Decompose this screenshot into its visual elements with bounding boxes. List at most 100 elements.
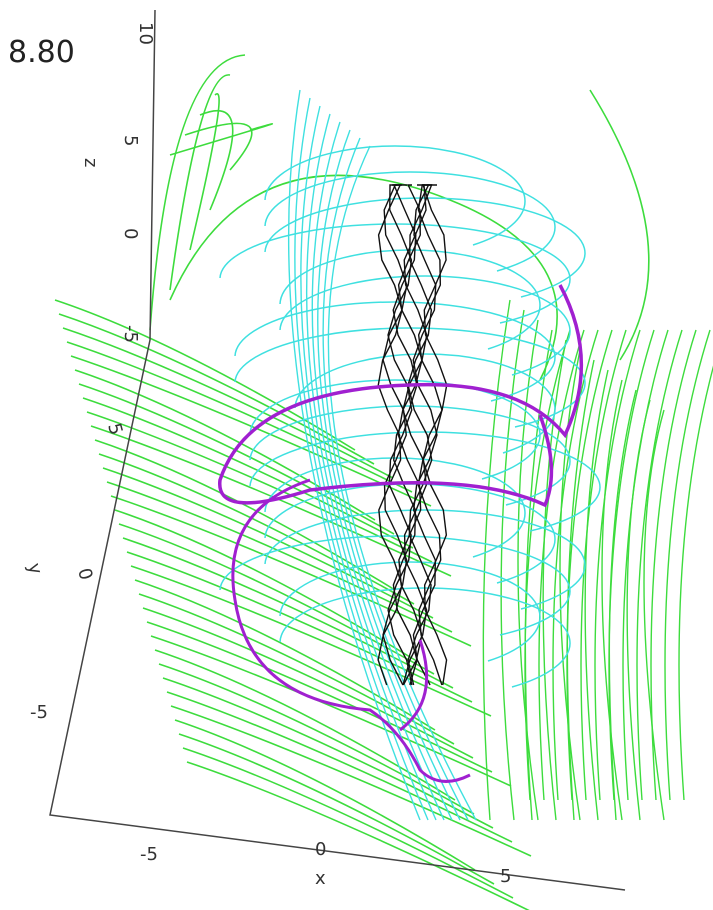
- field-line: [146, 621, 493, 773]
- field-line: [231, 478, 471, 783]
- field-line: [162, 677, 494, 829]
- field-line: [78, 383, 395, 535]
- field-line: [594, 329, 641, 801]
- field-line: [482, 299, 511, 821]
- field-line: [219, 535, 571, 636]
- field-line: [122, 537, 454, 689]
- field-line: [102, 467, 434, 619]
- field-line: [66, 341, 413, 493]
- core-line: [377, 184, 403, 686]
- field-line: [279, 561, 541, 662]
- field-line: [199, 109, 234, 211]
- axis-frame: [49, 9, 626, 891]
- x-tick-label: 0: [315, 839, 326, 860]
- field-line: [650, 329, 697, 801]
- field-line: [287, 89, 421, 821]
- field-line: [542, 339, 567, 821]
- field-lines: [54, 54, 713, 910]
- field-line: [82, 397, 414, 549]
- field-line: [98, 453, 415, 605]
- field-line: [158, 663, 475, 815]
- time-label: 8.80: [8, 35, 75, 70]
- field-line: [90, 425, 452, 577]
- field-line: [169, 174, 558, 381]
- field-line: [311, 121, 453, 821]
- field-line: [294, 97, 429, 821]
- field-line: [279, 275, 571, 376]
- field-line: [399, 639, 429, 732]
- field-line: [58, 313, 375, 465]
- field-line: [110, 495, 472, 647]
- core-line: [422, 184, 448, 686]
- field-line: [294, 353, 556, 454]
- field-line: [264, 509, 586, 610]
- z-tick-label: 10: [135, 22, 156, 45]
- core-line: [417, 184, 443, 686]
- field-line: [219, 223, 571, 324]
- field-line: [305, 113, 445, 821]
- field-line: [643, 409, 665, 821]
- field-line: [322, 137, 469, 821]
- field-line: [86, 411, 433, 563]
- field-line: [74, 369, 376, 521]
- field-line: [566, 359, 595, 821]
- field-line: [552, 329, 599, 801]
- field-line: [166, 691, 513, 843]
- field-line: [169, 123, 273, 156]
- z-tick-label: 0: [120, 228, 141, 239]
- field-line: [626, 399, 651, 821]
- x-tick-label: 5: [500, 866, 511, 887]
- field-line: [559, 349, 581, 821]
- field-line: [182, 747, 514, 899]
- field-line: [106, 481, 453, 633]
- field-line: [150, 635, 512, 787]
- z-axis-name: z: [80, 158, 101, 167]
- field-line: [62, 327, 394, 479]
- field-line: [664, 329, 711, 801]
- field-line: [186, 761, 530, 910]
- z-tick-label: 5: [120, 135, 141, 146]
- field-line: [279, 587, 571, 688]
- field-line: [622, 329, 669, 801]
- field-line: [589, 89, 650, 361]
- field-line: [142, 607, 474, 759]
- field-line: [70, 355, 432, 507]
- field-line: [149, 54, 246, 331]
- field-line: [170, 705, 532, 857]
- field-line: [249, 431, 601, 532]
- field-line: [218, 284, 584, 508]
- z-tick-label: -5: [120, 325, 141, 343]
- y-tick-label: 5: [103, 421, 126, 437]
- field-line: [126, 551, 473, 703]
- field-line: [264, 483, 556, 584]
- core-line: [397, 184, 423, 686]
- field-line: [580, 329, 627, 801]
- field-line: [500, 309, 525, 821]
- field-line: [264, 197, 586, 298]
- field-line: [636, 329, 683, 801]
- core-line: [407, 184, 433, 686]
- field-line: [608, 389, 637, 821]
- field-line: [178, 733, 495, 885]
- y-tick-label: -5: [30, 702, 48, 723]
- field-line: [264, 457, 526, 558]
- core-line: [412, 184, 438, 686]
- field-line: [678, 365, 713, 801]
- field-line: [524, 329, 553, 821]
- field-line: [184, 122, 253, 171]
- y-axis-name: y: [23, 561, 46, 577]
- core-line: [382, 184, 408, 686]
- field-line: [174, 719, 476, 871]
- field-line: [169, 74, 231, 291]
- x-axis-name: x: [315, 868, 326, 889]
- field-line: [517, 319, 539, 821]
- x-tick-label: -5: [140, 844, 158, 865]
- field-line: [94, 439, 396, 591]
- field-line: [300, 105, 437, 821]
- y-tick-label: 0: [73, 566, 96, 582]
- field-line: [249, 405, 571, 506]
- field-line: [234, 301, 556, 402]
- field-line: [279, 249, 541, 350]
- field-line: [138, 593, 455, 745]
